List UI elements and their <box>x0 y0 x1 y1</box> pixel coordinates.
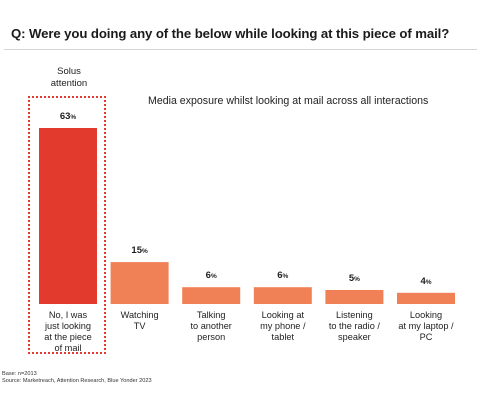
bar-value-4: 5% <box>349 273 360 284</box>
chart-title: Q: Were you doing any of the below while… <box>11 26 450 41</box>
category-label-3-line-2: tablet <box>271 332 295 342</box>
bar-value-1: 15% <box>131 245 148 256</box>
bar-2 <box>182 287 241 304</box>
category-label-2-line-0: Talking <box>196 310 226 320</box>
category-label-4-line-0: Listening <box>336 310 373 320</box>
category-label-0-line-2: at the piece <box>44 332 92 342</box>
category-label-0-line-1: just looking <box>45 321 91 331</box>
category-label-1: Watching TV <box>101 310 179 332</box>
bar-value-3: 6% <box>277 270 288 281</box>
chart-subtitle: Media exposure whilst looking at mail ac… <box>148 95 429 107</box>
solus-label-line-2: attention <box>50 78 88 89</box>
category-label-5: Looking at my laptop / PC <box>387 310 465 343</box>
bar-5 <box>397 292 455 304</box>
category-label-3-line-1: my phone / <box>260 321 306 331</box>
solus-attention-label: Solus attention <box>34 66 104 90</box>
category-label-0-line-0: No, I was <box>48 310 88 320</box>
category-label-0: No, I was just looking at the piece of mail <box>29 310 107 354</box>
category-label-3-line-0: Looking at <box>261 310 304 320</box>
category-label-0-line-3: of mail <box>54 343 82 353</box>
category-label-3: Looking at my phone / tablet <box>244 310 322 343</box>
category-label-5-line-1: at my laptop / <box>398 321 454 331</box>
chart-footer: Base: n=2013 Source: Marketreach, Attent… <box>2 371 152 385</box>
solus-label-line-1: Solus <box>57 66 81 77</box>
footer-source: Source: Marketreach, Attention Research,… <box>2 378 152 384</box>
bar-0 <box>39 128 97 304</box>
solus-highlight-box <box>28 96 106 354</box>
bar-value-5: 4% <box>420 276 431 287</box>
bar-4 <box>325 290 384 304</box>
bar-value-2: 6% <box>206 270 217 281</box>
title-divider <box>4 49 477 50</box>
category-label-1-line-1: TV <box>133 321 146 331</box>
category-label-4-line-2: speaker <box>338 332 371 342</box>
category-label-4-line-1: to the radio / <box>328 321 380 331</box>
bar-3 <box>253 287 312 304</box>
category-label-2: Talking to another person <box>172 310 250 343</box>
category-label-2-line-1: to another <box>190 321 232 331</box>
category-label-2-line-2: person <box>197 332 226 342</box>
category-label-5-line-0: Looking <box>409 310 443 320</box>
category-label-4: Listening to the radio / speaker <box>315 310 393 343</box>
category-label-1-line-0: Watching <box>120 310 159 320</box>
category-label-5-line-2: PC <box>419 332 433 342</box>
bar-1 <box>110 262 169 304</box>
footer-base: Base: n=2013 <box>2 371 37 377</box>
bar-value-0: 63% <box>60 111 77 122</box>
